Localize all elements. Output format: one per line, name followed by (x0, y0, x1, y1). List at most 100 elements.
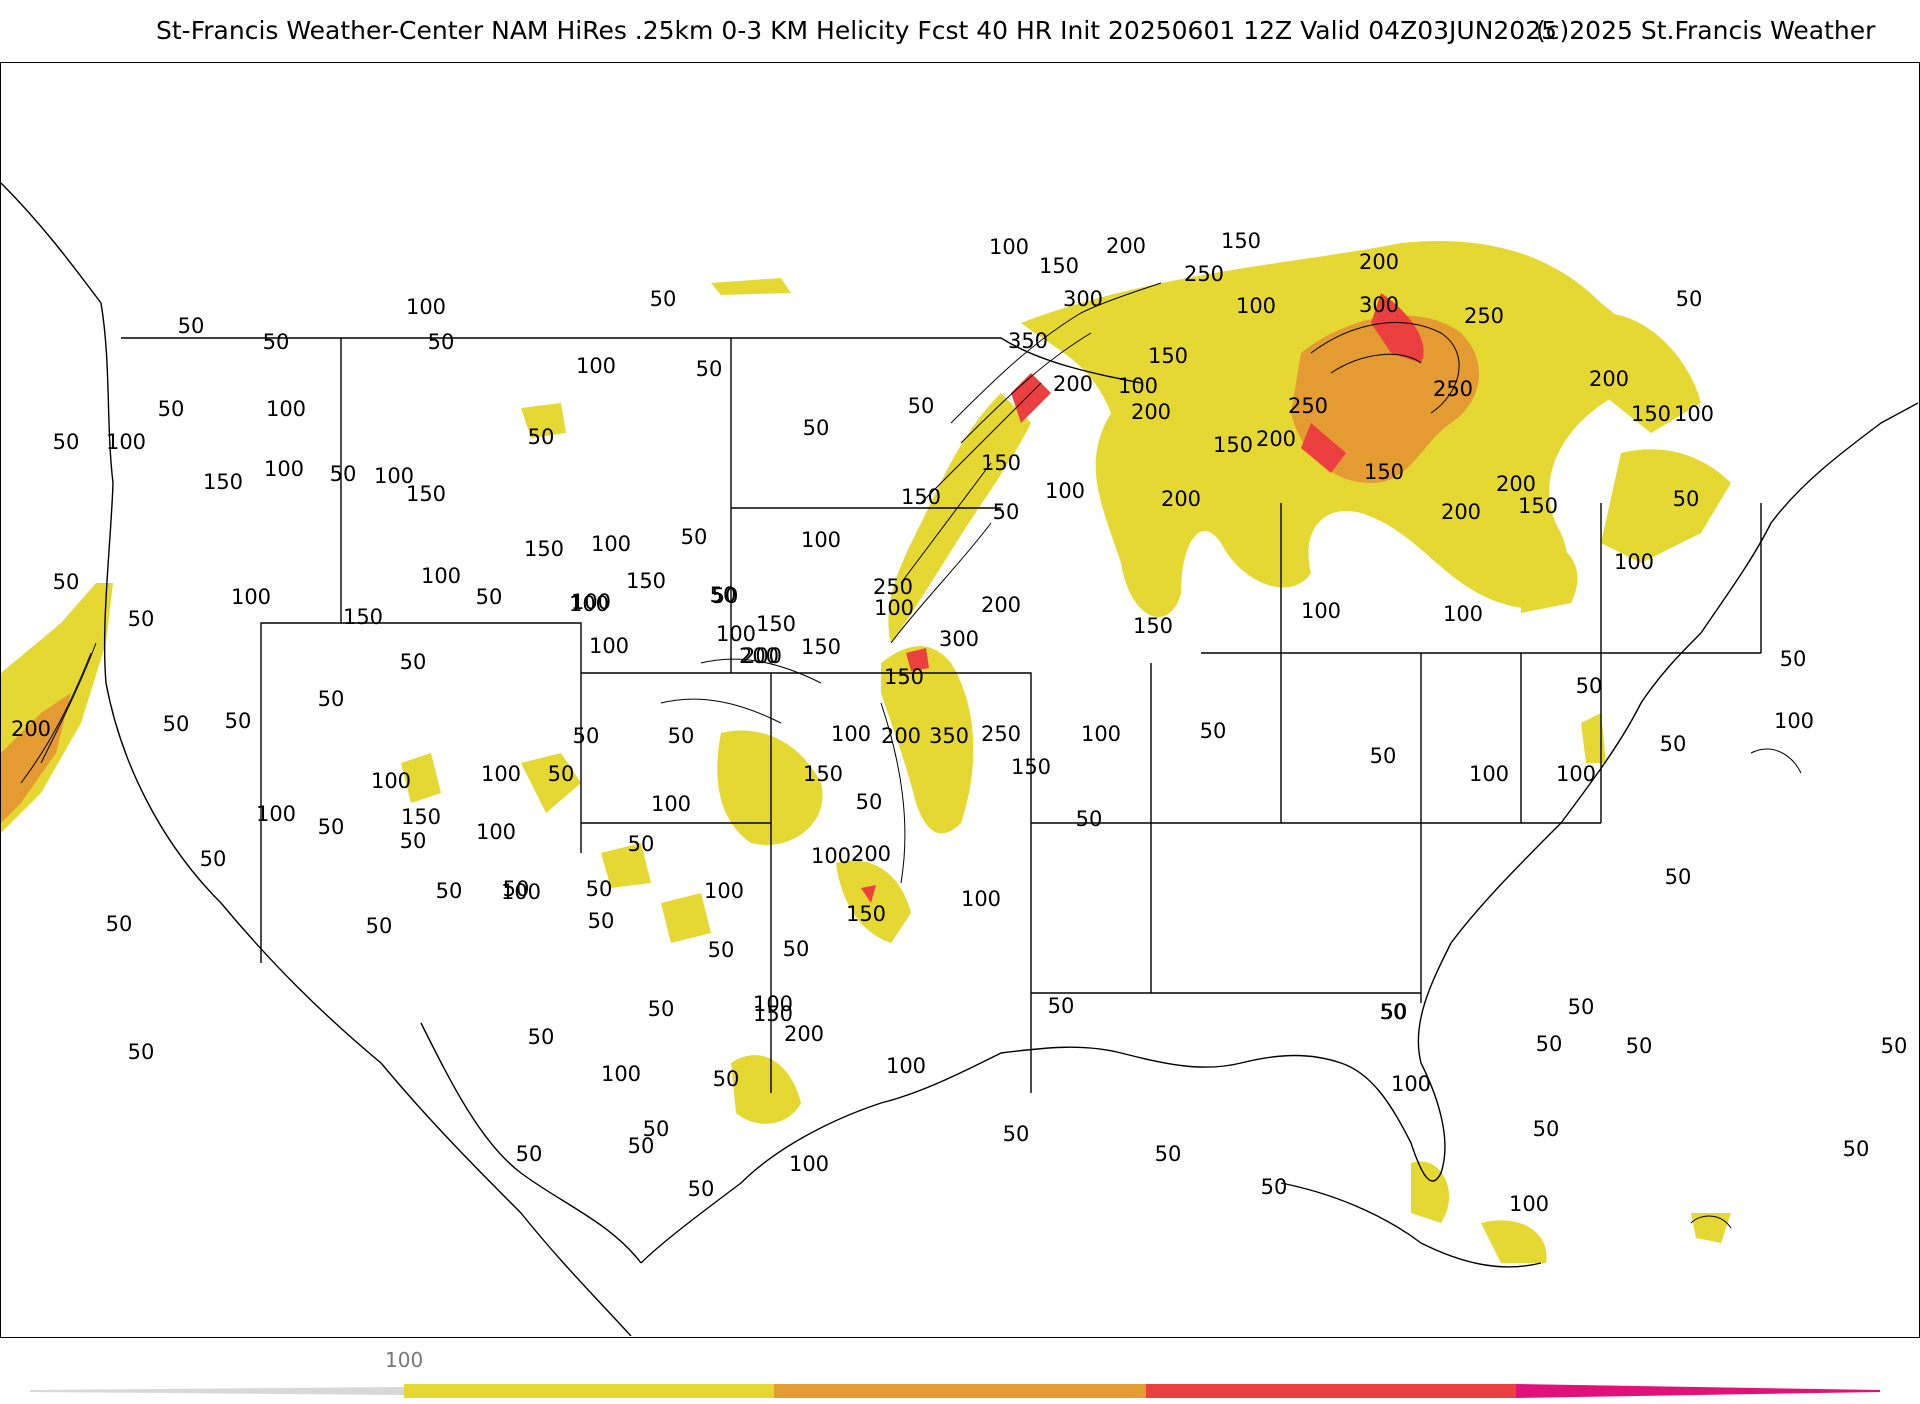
contour-label: 50 (1676, 287, 1703, 311)
contour-label: 50 (1155, 1142, 1182, 1166)
contour-label: 50 (1370, 744, 1397, 768)
contour-label: 100 (1081, 722, 1121, 746)
contour-label: 50 (53, 430, 80, 454)
contour-label: 200 (981, 593, 1021, 617)
helicity-map[interactable]: 100 150 200 150 250 300 100 200 300 250 50 350 150 20… (0, 62, 1920, 1338)
contour-label: 50 (783, 937, 810, 961)
contour-label: 200 (881, 724, 921, 748)
contour-label: 50 (200, 847, 227, 871)
contour-label: 100 (1556, 762, 1596, 786)
contour-label: 50 (803, 416, 830, 440)
contour-label: 100 (1301, 599, 1341, 623)
contour-label: 100 (1118, 374, 1158, 398)
contour-label: 50 (1626, 1034, 1653, 1058)
contour-label: 50 (643, 1117, 670, 1141)
contour-label: 50 (436, 879, 463, 903)
contour-label: 150 (803, 762, 843, 786)
legend-colorbar (30, 1384, 1880, 1398)
contour-label: 50 (428, 330, 455, 354)
contour-label: 100 (651, 792, 691, 816)
contour-label: 50 (263, 330, 290, 354)
contour-label: 50 (1665, 865, 1692, 889)
contour-label: 200 (1161, 487, 1201, 511)
contour-label: 50 (178, 314, 205, 338)
contour-label: 150 (626, 569, 666, 593)
color-legend: 100 (0, 1340, 1920, 1400)
contour-label: 50 (163, 712, 190, 736)
map-boundaries (1, 182, 1918, 1336)
contour-label: 50 (712, 584, 739, 608)
contour-label: 50 (1076, 807, 1103, 831)
contour-label: 50 (503, 877, 530, 901)
contour-label: 150 (1039, 254, 1079, 278)
legend-tick-label: 100 (385, 1348, 424, 1372)
contour-label: 200 (1441, 500, 1481, 524)
contour-label: 50 (400, 829, 427, 853)
legend-swatch-orange (774, 1384, 1146, 1398)
contour-label: 200 (11, 717, 51, 741)
contour-label: 50 (696, 357, 723, 381)
contour-label: 50 (366, 914, 393, 938)
contour-label: 50 (1048, 994, 1075, 1018)
contour-label: 100 (1674, 402, 1714, 426)
contour-label: 50 (225, 709, 252, 733)
contour-label: 50 (318, 815, 345, 839)
contour-label: 50 (158, 397, 185, 421)
contour-label: 50 (400, 650, 427, 674)
contour-label: 200 (739, 644, 779, 668)
contour-label: 50 (106, 912, 133, 936)
contour-label: 50 (688, 1177, 715, 1201)
contour-label: 100 (371, 769, 411, 793)
contour-label: 100 (266, 397, 306, 421)
contour-label: 200 (1496, 472, 1536, 496)
contour-label: 100 (476, 820, 516, 844)
contour-label: 50 (1576, 674, 1603, 698)
contour-label: 150 (1518, 494, 1558, 518)
contour-label: 100 (571, 590, 611, 614)
contour-label: 300 (939, 627, 979, 651)
contour-label: 50 (128, 1040, 155, 1064)
contour-label: 50 (681, 525, 708, 549)
contour-label: 150 (981, 451, 1021, 475)
contour-label: 200 (1131, 400, 1171, 424)
contour-label: 50 (648, 997, 675, 1021)
contour-label: 100 (1391, 1072, 1431, 1096)
contour-label: 100 (1443, 602, 1483, 626)
contour-label: 50 (856, 790, 883, 814)
contour-label: 200 (742, 644, 782, 668)
contour-label: 150 (1133, 614, 1173, 638)
contour-label: 100 (989, 235, 1029, 259)
contour-label: 350 (1008, 329, 1048, 353)
contour-label: 100 (264, 457, 304, 481)
contour-label: 150 (1364, 460, 1404, 484)
contour-label: 50 (1568, 995, 1595, 1019)
contour-label: 150 (1221, 229, 1261, 253)
contour-label: 250 (981, 722, 1021, 746)
contour-label: 100 (811, 844, 851, 868)
contour-label: 50 (650, 287, 677, 311)
contour-label: 150 (1213, 433, 1253, 457)
contour-label: 50 (528, 425, 555, 449)
contour-label: 100 (374, 464, 414, 488)
contour-label: 100 (106, 430, 146, 454)
contour-label: 100 (753, 992, 793, 1016)
contour-label: 300 (1359, 293, 1399, 317)
contour-label: 100 (801, 528, 841, 552)
contour-label: 100 (1236, 294, 1276, 318)
contour-label: 250 (1288, 394, 1328, 418)
contour-label: 50 (516, 1142, 543, 1166)
contour-label: 100 (874, 596, 914, 620)
contour-label: 50 (628, 1134, 655, 1158)
contour-label: 350 (929, 724, 969, 748)
helicity-contours (20, 282, 1802, 1229)
legend-swatch-yellow (404, 1384, 774, 1398)
contour-label: 250 (873, 575, 913, 599)
contour-label: 50 (1261, 1175, 1288, 1199)
contour-label: 150 (401, 805, 441, 829)
contour-label: 100 (1614, 550, 1654, 574)
contour-label: 150 (901, 485, 941, 509)
contour-label: 50 (1780, 647, 1807, 671)
contour-label: 50 (1003, 1122, 1030, 1146)
contour-label: 50 (1381, 1000, 1408, 1024)
map-title: St-Francis Weather-Center NAM HiRes .25k… (156, 16, 1558, 45)
